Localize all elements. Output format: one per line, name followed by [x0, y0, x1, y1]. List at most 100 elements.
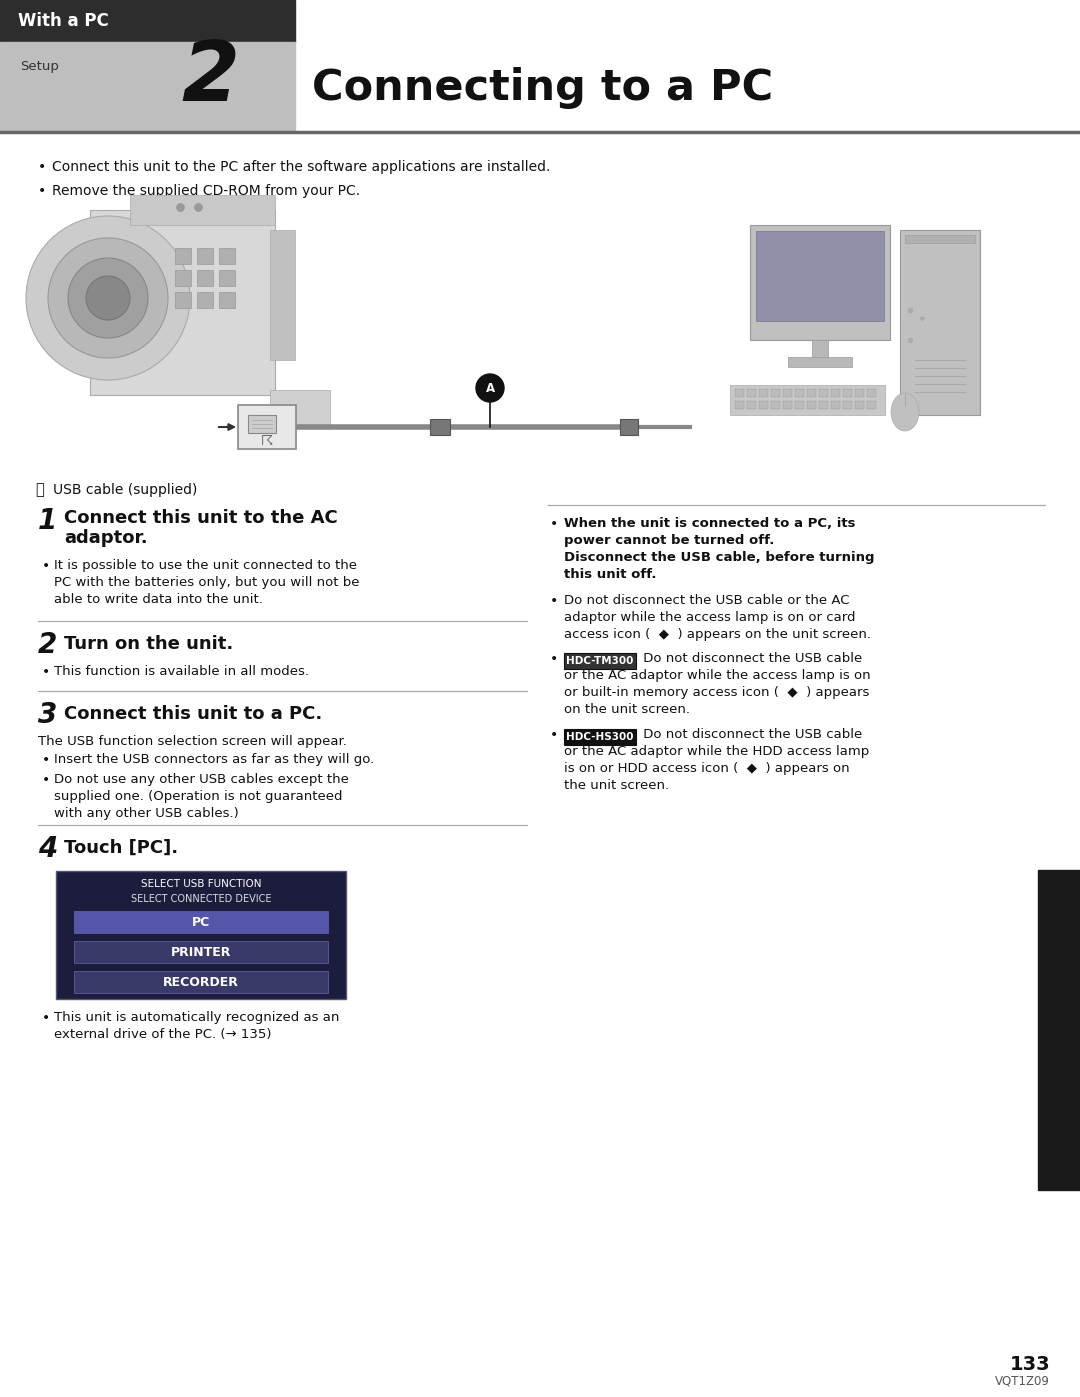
Bar: [175, 270, 191, 286]
Text: Insert the USB connectors as far as they will go.: Insert the USB connectors as far as they…: [54, 753, 375, 766]
Text: HDC-TM300: HDC-TM300: [566, 657, 634, 666]
Circle shape: [86, 277, 130, 320]
Bar: [219, 292, 235, 307]
Bar: [620, 419, 638, 434]
Bar: [819, 401, 828, 409]
Text: •: •: [38, 161, 46, 175]
Text: on the unit screen.: on the unit screen.: [564, 703, 690, 717]
Bar: [75, 942, 328, 963]
Bar: [90, 210, 275, 395]
Bar: [747, 388, 756, 397]
Bar: [855, 401, 864, 409]
Text: •: •: [42, 665, 51, 679]
Text: or the AC adaptor while the HDD access lamp: or the AC adaptor while the HDD access l…: [564, 745, 869, 759]
Bar: [75, 911, 328, 933]
Text: 4: 4: [38, 835, 57, 863]
Text: Turn on the unit.: Turn on the unit.: [64, 636, 233, 652]
Bar: [783, 401, 792, 409]
Bar: [56, 870, 346, 999]
Text: this unit off.: this unit off.: [564, 569, 657, 581]
Text: Do not use any other USB cables except the
supplied one. (Operation is not guara: Do not use any other USB cables except t…: [54, 773, 349, 820]
Bar: [795, 401, 804, 409]
Bar: [0, 0, 295, 42]
Text: Connect this unit to a PC.: Connect this unit to a PC.: [64, 705, 322, 724]
Text: •: •: [42, 773, 51, 787]
Text: RECORDER: RECORDER: [163, 975, 239, 989]
Bar: [759, 388, 768, 397]
Bar: [812, 339, 828, 358]
Text: USB cable (supplied): USB cable (supplied): [53, 483, 198, 497]
Bar: [867, 388, 876, 397]
Bar: [855, 388, 864, 397]
Bar: [430, 419, 450, 434]
Text: ☈: ☈: [260, 434, 273, 448]
Bar: [197, 249, 213, 264]
Bar: [756, 231, 885, 321]
Text: Remove the supplied CD-ROM from your PC.: Remove the supplied CD-ROM from your PC.: [52, 184, 360, 198]
Text: HDC-HS300: HDC-HS300: [566, 732, 634, 742]
Text: Connecting to a PC: Connecting to a PC: [312, 67, 773, 109]
Text: •: •: [42, 753, 51, 767]
Text: 2: 2: [181, 36, 239, 117]
Text: Ⓐ: Ⓐ: [35, 482, 44, 497]
Text: This function is available in all modes.: This function is available in all modes.: [54, 665, 309, 678]
Text: •: •: [42, 559, 51, 573]
Text: 133: 133: [1010, 1355, 1050, 1375]
Text: Do not disconnect the USB cable: Do not disconnect the USB cable: [639, 728, 862, 740]
Text: This unit is automatically recognized as an
external drive of the PC. (→ 135): This unit is automatically recognized as…: [54, 1011, 339, 1041]
Bar: [1038, 870, 1080, 1190]
Text: adaptor.: adaptor.: [64, 529, 148, 548]
Text: Setup: Setup: [21, 60, 59, 73]
Bar: [238, 405, 296, 448]
Text: •: •: [550, 728, 558, 742]
Text: It is possible to use the unit connected to the
PC with the batteries only, but : It is possible to use the unit connected…: [54, 559, 360, 606]
Bar: [735, 401, 744, 409]
Text: Connect this unit to the PC after the software applications are installed.: Connect this unit to the PC after the so…: [52, 161, 551, 175]
Bar: [219, 249, 235, 264]
Circle shape: [48, 237, 168, 358]
Bar: [905, 235, 975, 243]
Text: SELECT CONNECTED DEVICE: SELECT CONNECTED DEVICE: [131, 894, 271, 904]
Text: SELECT USB FUNCTION: SELECT USB FUNCTION: [140, 879, 261, 888]
Bar: [75, 971, 328, 993]
Bar: [0, 42, 295, 130]
Bar: [795, 388, 804, 397]
Text: PRINTER: PRINTER: [171, 946, 231, 958]
Bar: [197, 270, 213, 286]
Text: With a PC: With a PC: [18, 13, 109, 29]
Bar: [564, 652, 636, 669]
Bar: [270, 390, 330, 425]
Bar: [197, 292, 213, 307]
Text: 1: 1: [38, 507, 57, 535]
Bar: [270, 231, 295, 360]
Circle shape: [68, 258, 148, 338]
Text: The USB function selection screen will appear.: The USB function selection screen will a…: [38, 735, 347, 747]
Text: 2: 2: [38, 631, 57, 659]
Bar: [831, 388, 840, 397]
Text: Disconnect the USB cable, before turning: Disconnect the USB cable, before turning: [564, 550, 875, 564]
Text: VQT1Z09: VQT1Z09: [995, 1375, 1050, 1389]
Ellipse shape: [891, 393, 919, 432]
Bar: [771, 401, 780, 409]
Text: •: •: [550, 594, 558, 608]
Bar: [771, 388, 780, 397]
Bar: [788, 358, 852, 367]
Text: •: •: [42, 1011, 51, 1025]
Text: Do not disconnect the USB cable: Do not disconnect the USB cable: [639, 652, 862, 665]
Bar: [783, 388, 792, 397]
Bar: [900, 231, 980, 415]
Text: or built-in memory access icon (  ◆  ) appears: or built-in memory access icon ( ◆ ) app…: [564, 686, 869, 698]
Text: the unit screen.: the unit screen.: [564, 780, 670, 792]
Text: power cannot be turned off.: power cannot be turned off.: [564, 534, 774, 548]
Text: 3: 3: [38, 701, 57, 729]
Bar: [747, 401, 756, 409]
Bar: [219, 270, 235, 286]
Bar: [130, 196, 275, 225]
Text: Do not disconnect the USB cable or the AC
adaptor while the access lamp is on or: Do not disconnect the USB cable or the A…: [564, 594, 870, 641]
Bar: [735, 388, 744, 397]
Text: A: A: [485, 381, 495, 394]
Bar: [843, 388, 852, 397]
Bar: [843, 401, 852, 409]
Bar: [730, 386, 885, 415]
Text: •: •: [550, 652, 558, 666]
